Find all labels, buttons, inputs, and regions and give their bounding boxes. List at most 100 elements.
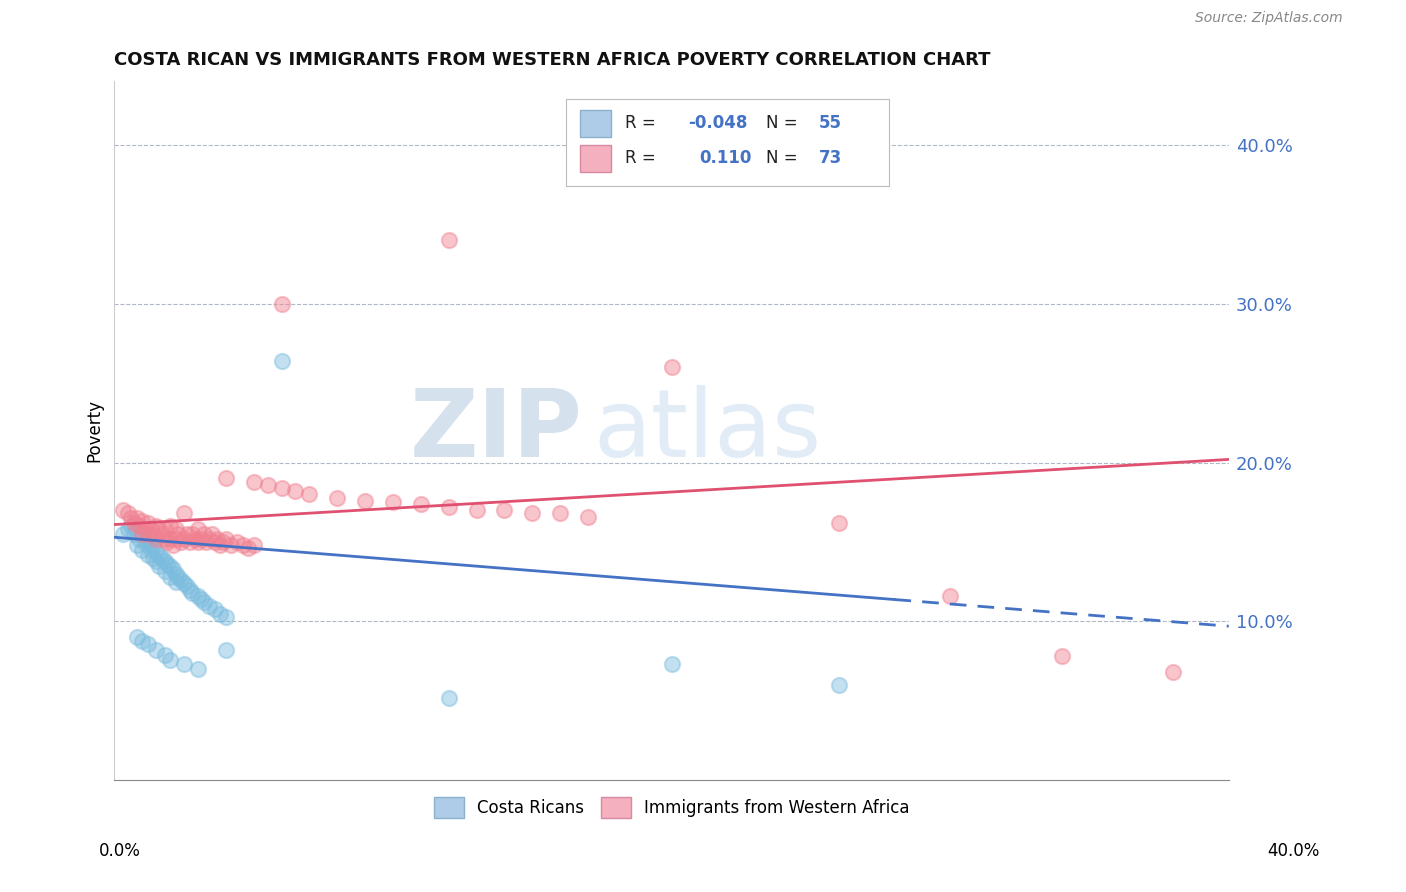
Point [134,535,156,549]
Bar [581,110,612,136]
Point [661,657,683,672]
Point [270,481,292,495]
Point [165,566,187,581]
Point [117,507,139,521]
Point [256,478,278,492]
Point [125,630,148,644]
Point [122,527,145,541]
Point [204,535,226,549]
Text: N =: N = [766,149,799,167]
Point [131,633,153,648]
Point [201,527,224,541]
Point [117,522,139,536]
Point [187,662,209,676]
Text: COSTA RICAN VS IMMIGRANTS FROM WESTERN AFRICA POVERTY CORRELATION CHART: COSTA RICAN VS IMMIGRANTS FROM WESTERN A… [114,51,991,69]
Text: 40.0%: 40.0% [1267,842,1320,860]
Point [828,516,851,530]
Point [159,652,181,666]
Point [661,360,683,375]
Point [173,507,195,521]
Point [181,527,204,541]
Point [153,522,176,536]
Point [136,538,159,552]
Point [173,657,195,672]
Point [153,532,176,546]
Point [120,511,142,525]
Bar [581,145,612,171]
Point [125,511,148,525]
Point [409,497,432,511]
Point [150,550,173,565]
Point [207,532,229,546]
Point [139,543,162,558]
Text: 73: 73 [818,149,842,167]
Point [111,503,134,517]
Y-axis label: Poverty: Poverty [86,400,103,462]
Text: ZIP: ZIP [409,384,582,477]
Point [153,554,176,568]
Point [136,516,159,530]
Point [145,643,167,657]
Point [162,562,184,576]
Point [190,532,212,546]
Text: 0.110: 0.110 [699,149,752,167]
Point [437,500,460,514]
Point [176,527,198,541]
Point [181,586,204,600]
Point [167,527,190,541]
Point [145,519,167,533]
Point [437,690,460,705]
Point [193,595,215,609]
Point [153,648,176,662]
Point [242,475,264,489]
Point [131,527,153,541]
Point [215,609,238,624]
FancyBboxPatch shape [565,99,889,186]
Point [1161,665,1184,680]
Point [215,643,238,657]
Point [162,538,184,552]
Point [232,538,254,552]
Point [221,538,243,552]
Point [939,589,962,603]
Point [148,558,170,573]
Point [198,532,221,546]
Point [326,491,349,505]
Text: R =: R = [624,114,655,132]
Point [145,543,167,558]
Point [298,487,321,501]
Point [159,558,181,573]
Point [136,548,159,562]
Text: R =: R = [624,149,655,167]
Point [382,495,405,509]
Point [128,519,150,533]
Point [136,527,159,541]
Text: -0.048: -0.048 [689,114,748,132]
Point [148,522,170,536]
Point [122,516,145,530]
Point [111,527,134,541]
Point [165,532,187,546]
Point [193,527,215,541]
Point [184,532,207,546]
Legend: Costa Ricans, Immigrants from Western Africa: Costa Ricans, Immigrants from Western Af… [427,790,917,824]
Point [465,503,488,517]
Point [270,354,292,368]
Point [165,574,187,589]
Point [176,580,198,594]
Point [170,535,193,549]
Point [212,535,235,549]
Point [131,543,153,558]
Point [125,524,148,538]
Point [142,538,165,552]
Point [156,535,179,549]
Point [354,493,377,508]
Point [437,233,460,247]
Point [179,535,201,549]
Point [148,548,170,562]
Point [145,554,167,568]
Text: Source: ZipAtlas.com: Source: ZipAtlas.com [1195,12,1343,25]
Point [120,519,142,533]
Point [187,535,209,549]
Point [159,519,181,533]
